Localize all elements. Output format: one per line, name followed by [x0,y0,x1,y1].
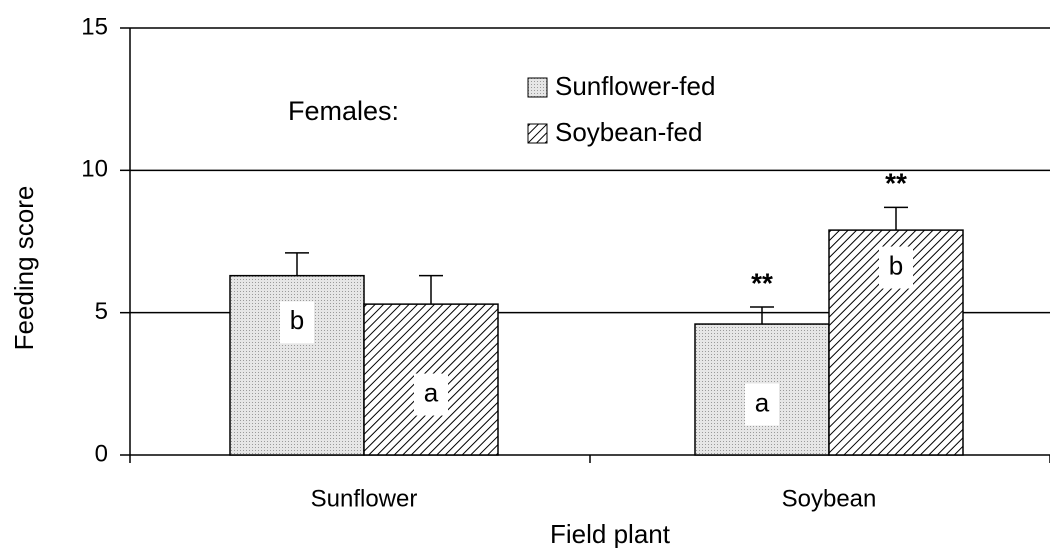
y-tick-label: 10 [81,156,108,183]
letter-label: a [755,387,770,417]
letter-label: a [424,377,439,407]
letter-label: b [889,250,903,280]
letter-box [414,373,448,416]
legend-swatch [527,123,548,144]
chart-title: Females: [288,96,399,126]
y-tick-label: 15 [81,13,108,40]
letter-box [280,301,314,344]
letter-box [879,246,913,289]
y-tick-label: 0 [95,440,108,467]
significance-label: ** [751,267,773,298]
y-axis-label: Feeding score [9,186,39,351]
x-tick-label: Sunflower [311,485,418,512]
legend-label: Soybean-fed [555,117,702,147]
letter-label: b [290,305,304,335]
legend-swatch [527,77,548,98]
y-tick-label: 5 [95,298,108,325]
x-axis-label: Field plant [550,519,671,548]
x-tick-label: Soybean [782,485,877,512]
letter-box [745,383,779,426]
significance-label: ** [885,168,907,199]
legend-label: Sunflower-fed [555,71,715,101]
